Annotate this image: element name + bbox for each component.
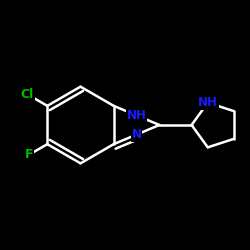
Text: Cl: Cl <box>20 88 34 101</box>
Text: NH: NH <box>198 96 218 109</box>
Text: F: F <box>25 148 33 161</box>
Text: NH: NH <box>126 109 146 122</box>
Text: N: N <box>132 128 141 141</box>
